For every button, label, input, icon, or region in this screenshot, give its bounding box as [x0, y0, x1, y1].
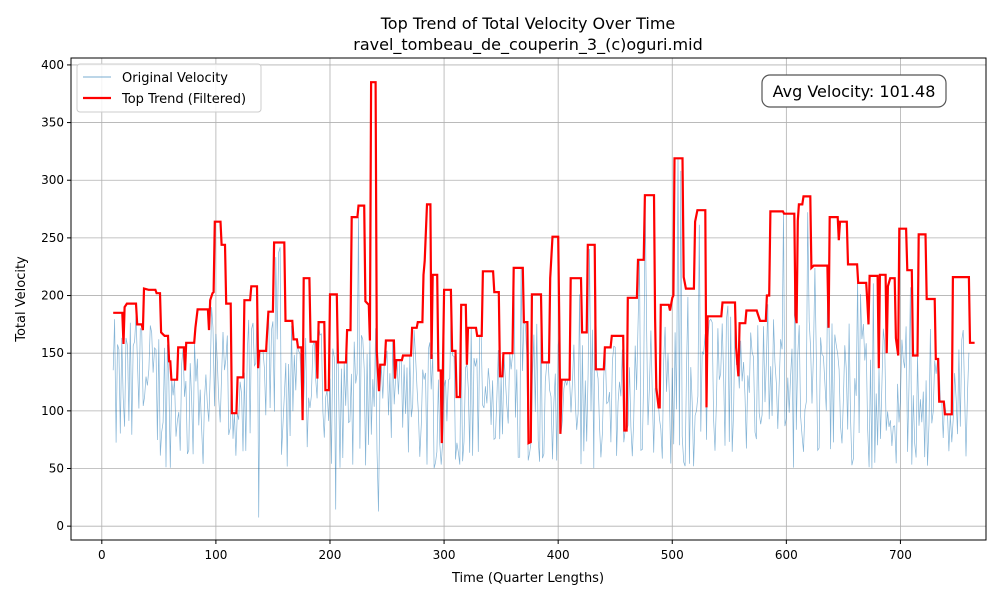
y-tick-label: 100: [41, 404, 64, 418]
y-tick-label: 400: [41, 58, 64, 72]
legend-label-trend: Top Trend (Filtered): [121, 92, 246, 107]
plot-background: [71, 58, 986, 540]
y-axis-label: Total Velocity: [14, 256, 29, 343]
chart-subtitle: ravel_tombeau_de_couperin_3_(c)oguri.mid: [353, 35, 702, 55]
y-tick-label: 300: [41, 173, 64, 187]
plot-frame: [70, 57, 987, 541]
chart-title: Top Trend of Total Velocity Over Time: [380, 14, 676, 33]
legend-box: [76, 63, 262, 113]
trend-series: [113, 81, 975, 445]
x-tick-label: 400: [547, 548, 570, 562]
avg-velocity-annotation: Avg Velocity: 101.48: [761, 74, 947, 108]
x-tick-label: 0: [98, 548, 106, 562]
plot-area: [70, 57, 987, 541]
legend: Original Velocity Top Trend (Filtered): [76, 63, 262, 113]
trend-line: [113, 81, 975, 445]
y-tick-label: 250: [41, 231, 64, 245]
x-tick-label: 500: [661, 548, 684, 562]
y-tick-label: 350: [41, 116, 64, 130]
x-tick-label: 100: [204, 548, 227, 562]
annotation-text: Avg Velocity: 101.48: [773, 82, 936, 101]
x-axis-label: Time (Quarter Lengths): [451, 571, 604, 586]
y-tick-label: 150: [41, 346, 64, 360]
y-tick-label: 50: [49, 462, 64, 476]
x-tick-label: 700: [889, 548, 912, 562]
x-tick-label: 300: [433, 548, 456, 562]
legend-label-original: Original Velocity: [122, 71, 228, 86]
y-axis-ticks: 0 50 100 150 200 250 300 350 400: [41, 58, 71, 533]
x-axis-ticks: 0 100 200 300 400 500 600 700: [98, 540, 912, 562]
x-tick-label: 200: [319, 548, 342, 562]
annotation-box: [761, 74, 947, 108]
y-tick-label: 0: [56, 519, 64, 533]
y-tick-label: 200: [41, 289, 64, 303]
x-tick-label: 600: [775, 548, 798, 562]
